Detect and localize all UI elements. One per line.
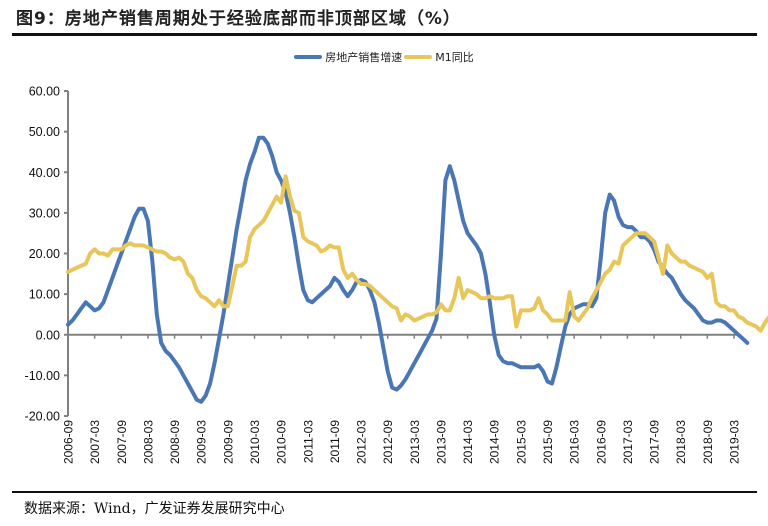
x-tick-label: 2013-03	[408, 420, 422, 464]
x-tick-label: 2009-09	[221, 420, 235, 464]
legend-swatch-m1	[404, 55, 433, 59]
source-note: 数据来源：Wind，广发证券发展研究中心	[24, 501, 285, 517]
legend-swatch-housing-sales	[294, 55, 323, 59]
x-tick-label: 2011-09	[328, 420, 342, 463]
legend-item-housing-sales: 房地产销售增速	[294, 49, 402, 65]
x-tick-label: 2016-03	[568, 420, 582, 464]
x-tick-label: 2011-03	[301, 420, 315, 463]
y-tick-label: 0.00	[36, 328, 60, 342]
x-tick-label: 2017-09	[648, 420, 662, 464]
source-rule	[12, 491, 757, 493]
legend: 房地产销售增速 M1同比	[0, 49, 768, 65]
x-tick-label: 2017-03	[621, 420, 635, 464]
legend-item-m1: M1同比	[404, 49, 474, 65]
x-tick-label: 2016-09	[594, 420, 608, 464]
x-tick-label: 2008-03	[141, 420, 155, 464]
x-tick-label: 2015-03	[514, 420, 528, 464]
x-tick-label: 2008-09	[168, 420, 182, 464]
x-tick-label: 2012-09	[381, 420, 395, 464]
x-tick-label: 2019-03	[728, 420, 742, 464]
y-tick-label: -10.00	[25, 369, 60, 383]
y-tick-label: 30.00	[29, 206, 60, 220]
series-line-housing-sales	[66, 135, 750, 404]
title-rule	[12, 33, 757, 36]
legend-label-m1: M1同比	[435, 51, 474, 64]
y-tick-label: -20.00	[25, 410, 60, 424]
x-tick-label: 2014-03	[461, 420, 475, 464]
x-tick-label: 2009-03	[195, 420, 209, 464]
y-tick-label: 40.00	[29, 166, 60, 180]
x-tick-label: 2007-09	[115, 420, 129, 464]
x-tick-label: 2010-09	[275, 420, 289, 464]
y-tick-label: 20.00	[29, 247, 60, 261]
y-tick-label: 60.00	[29, 85, 60, 99]
y-tick-label: 10.00	[29, 288, 60, 302]
x-tick-label: 2015-09	[541, 420, 555, 464]
x-tick-label: 2006-09	[62, 420, 76, 464]
x-tick-label: 2007-03	[88, 420, 102, 464]
x-tick-label: 2013-09	[434, 420, 448, 464]
x-tick-label: 2018-03	[674, 420, 688, 464]
x-tick-label: 2012-03	[355, 420, 369, 464]
legend-label-housing-sales: 房地产销售增速	[325, 51, 403, 64]
x-tick-label: 2014-09	[488, 420, 502, 464]
chart-title: 图9：房地产销售周期处于经验底部而非顶部区域（%）	[16, 9, 461, 29]
x-tick-label: 2018-09	[701, 420, 715, 464]
series-line-m1	[66, 174, 768, 333]
y-tick-label: 50.00	[29, 125, 60, 139]
x-tick-label: 2010-03	[248, 420, 262, 464]
